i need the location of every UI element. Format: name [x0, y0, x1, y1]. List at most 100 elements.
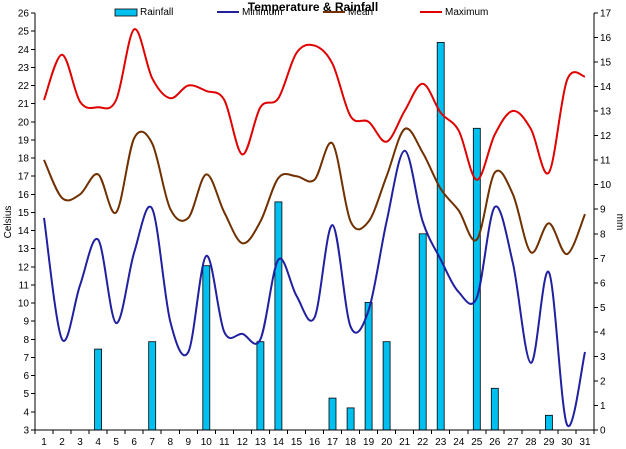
y-tick-label: 25: [18, 27, 30, 38]
legend-label-minimum: Minimum: [242, 7, 283, 18]
y-tick-label: 14: [18, 226, 30, 237]
rainfall-bar: [94, 348, 102, 431]
y-tick-label: 18: [18, 154, 30, 165]
rainfall-bar: [346, 407, 355, 431]
y-tick-label: 22: [18, 81, 30, 92]
x-tick-label: 15: [291, 437, 303, 448]
line-series-minimum: [43, 149, 586, 428]
y-tick-label: 5: [23, 389, 29, 400]
y2-tick-label: 5: [600, 303, 606, 314]
y-tick-label: 24: [18, 45, 30, 56]
x-tick-label: 20: [381, 437, 393, 448]
x-tick-label: 1: [41, 437, 47, 448]
y2-tick-label: 0: [600, 426, 606, 437]
x-tick-label: 29: [543, 437, 555, 448]
rainfall-bar: [328, 397, 337, 431]
y-tick-label: 20: [18, 117, 30, 128]
x-tick-label: 30: [561, 437, 573, 448]
x-tick-label: 26: [489, 437, 501, 448]
line-series-mean: [43, 127, 586, 256]
y2-tick-label: 11: [600, 156, 611, 167]
x-tick-label: 18: [345, 437, 357, 448]
y2-tick-label: 2: [600, 376, 606, 387]
y-tick-label: 6: [23, 371, 29, 382]
x-tick-label: 5: [113, 437, 119, 448]
x-tick-label: 17: [327, 437, 339, 448]
y-tick-label: 12: [18, 262, 30, 273]
y-tick-label: 7: [23, 353, 29, 364]
y2-tick-label: 14: [600, 82, 612, 93]
y-tick-label: 4: [23, 407, 29, 418]
x-tick-label: 28: [525, 437, 537, 448]
x-tick-label: 24: [453, 437, 465, 448]
x-tick-label: 7: [149, 437, 155, 448]
x-tick-label: 25: [471, 437, 483, 448]
x-tick-label: 4: [95, 437, 101, 448]
x-tick-label: 13: [255, 437, 267, 448]
rainfall-bar: [364, 301, 373, 431]
y-tick-label: 8: [23, 335, 29, 346]
y2-axis-title: mm: [614, 214, 625, 231]
y2-tick-label: 3: [600, 352, 606, 363]
line-series-maximum: [43, 28, 586, 181]
x-tick-label: 19: [363, 437, 375, 448]
x-tick-label: 23: [435, 437, 447, 448]
x-tick-label: 21: [399, 437, 411, 448]
y2-tick-label: 13: [600, 107, 612, 118]
rainfall-bar: [490, 387, 499, 431]
y2-tick-label: 6: [600, 278, 606, 289]
temperature-lines: [43, 28, 586, 428]
y2-tick-label: 16: [600, 33, 612, 44]
x-tick-label: 22: [417, 437, 429, 448]
rainfall-bar: [382, 341, 391, 431]
rainfall-bar: [418, 233, 427, 431]
x-tick-label: 9: [185, 437, 191, 448]
y-tick-label: 15: [18, 208, 30, 219]
y-tick-label: 23: [18, 63, 30, 74]
x-tick-label: 10: [201, 437, 213, 448]
y2-tick-label: 12: [600, 131, 612, 142]
rainfall-bar: [148, 341, 157, 431]
rainfall-bars: [94, 42, 553, 431]
chart-axes: 3456789101112131415161718192021222324252…: [18, 9, 612, 449]
y2-tick-label: 7: [600, 254, 606, 265]
x-tick-label: 31: [579, 437, 591, 448]
y-tick-label: 10: [18, 299, 30, 310]
y2-tick-label: 10: [600, 180, 612, 191]
legend-swatch-rainfall: [114, 8, 138, 17]
y2-tick-label: 9: [600, 205, 606, 216]
y-tick-label: 19: [18, 135, 30, 146]
chart-legend: Rainfall Minimum Mean Maximum: [114, 7, 488, 18]
y-tick-label: 3: [23, 426, 29, 437]
x-tick-label: 12: [237, 437, 249, 448]
y2-tick-label: 4: [600, 327, 606, 338]
y2-tick-label: 17: [600, 9, 612, 20]
y2-tick-label: 15: [600, 58, 612, 69]
x-tick-label: 6: [131, 437, 137, 448]
x-tick-label: 27: [507, 437, 519, 448]
y-tick-label: 9: [23, 317, 29, 328]
legend-label-mean: Mean: [348, 7, 373, 18]
rainfall-bar: [436, 42, 445, 431]
y-tick-label: 13: [18, 244, 30, 255]
y-tick-label: 21: [18, 99, 30, 110]
y-tick-label: 16: [18, 190, 30, 201]
y-tick-label: 11: [19, 280, 30, 291]
chart-title: Temperature & Rainfall: [248, 0, 378, 14]
y2-tick-label: 1: [600, 401, 606, 412]
legend-label-maximum: Maximum: [445, 7, 488, 18]
x-tick-label: 16: [309, 437, 321, 448]
x-tick-label: 3: [77, 437, 83, 448]
y-axis-title: Celsius: [3, 206, 14, 239]
y-tick-label: 26: [18, 9, 30, 20]
rainfall-bar: [256, 341, 265, 431]
x-tick-label: 8: [167, 437, 173, 448]
legend-label-rainfall: Rainfall: [140, 7, 173, 18]
rainfall-bar: [274, 201, 283, 431]
y-tick-label: 17: [18, 172, 30, 183]
x-tick-label: 11: [219, 437, 230, 448]
rainfall-bar: [202, 265, 211, 431]
x-tick-label: 2: [59, 437, 65, 448]
